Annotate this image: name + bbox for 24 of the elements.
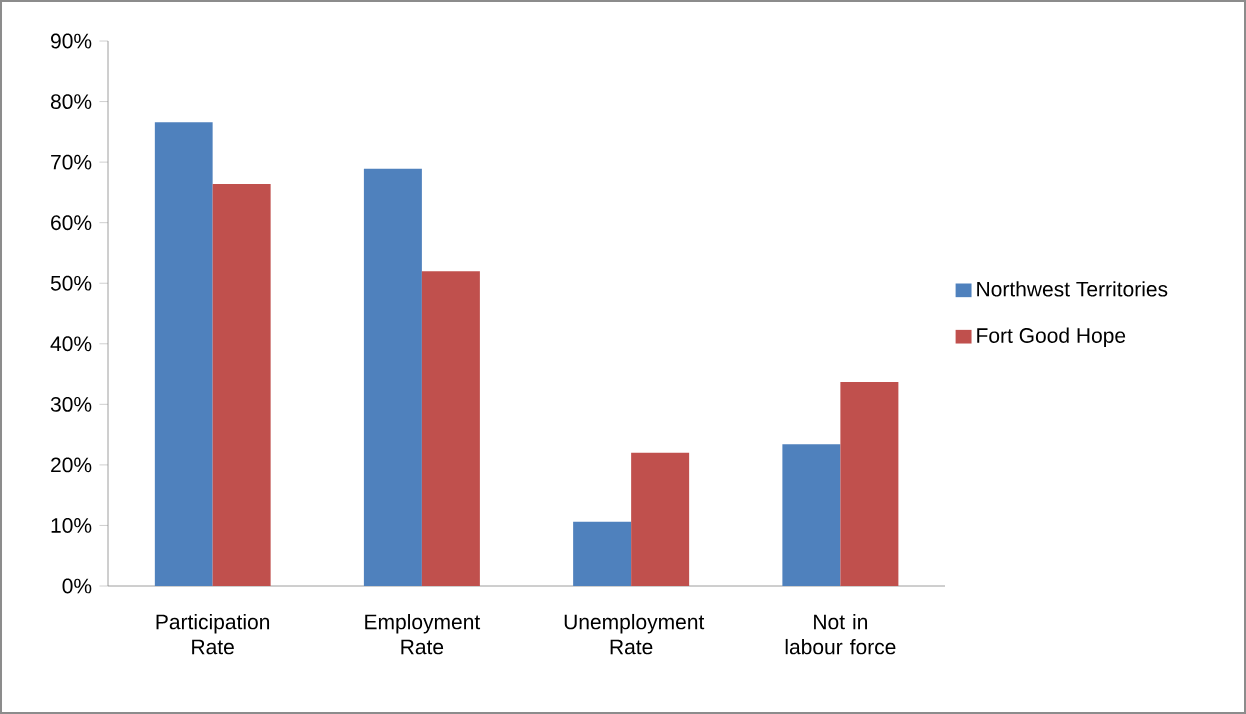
bar xyxy=(212,183,271,586)
y-tick-label: 10% xyxy=(51,518,92,533)
y-tick-label: 90% xyxy=(51,33,92,49)
y-tick-label: 20% xyxy=(51,457,92,473)
y-tick-label: 60% xyxy=(51,215,92,231)
y-tick-label: 70% xyxy=(51,154,92,170)
y-tick-label: 0% xyxy=(62,578,92,594)
bar xyxy=(631,452,690,586)
y-tick-label: 30% xyxy=(50,396,92,412)
y-tick-label: 80% xyxy=(50,94,92,110)
bar xyxy=(782,444,841,586)
legend-label: Fort Good Hope xyxy=(977,327,1126,348)
bar xyxy=(363,168,422,586)
x-tick-label: Unemployment Rate xyxy=(564,613,705,655)
bar xyxy=(421,271,480,586)
bar xyxy=(840,381,899,586)
bar xyxy=(573,521,632,586)
bar xyxy=(154,122,213,586)
x-tick-label: Not in labour force xyxy=(785,613,896,655)
x-tick-label: Employment Rate xyxy=(365,613,481,655)
legend-label: Northwest Territories xyxy=(977,281,1168,297)
y-tick-label: 50% xyxy=(50,275,92,291)
x-tick-label: Participation Rate xyxy=(156,613,270,655)
y-tick-label: 40% xyxy=(50,336,92,352)
